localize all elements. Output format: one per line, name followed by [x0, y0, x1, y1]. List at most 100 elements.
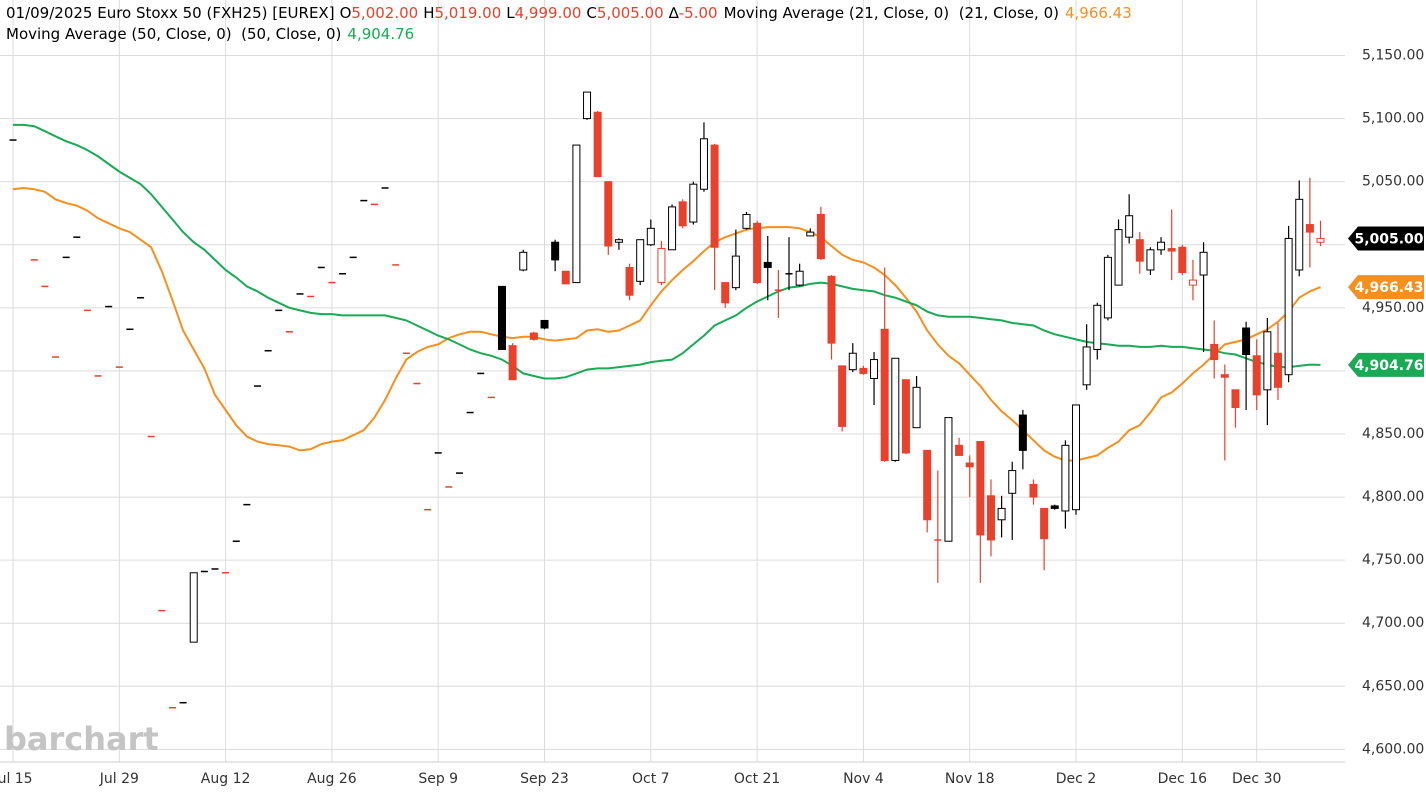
y-tick-label: 4,800.00 [1362, 489, 1424, 505]
candle-body [62, 256, 70, 259]
x-tick-label: Oct 21 [734, 771, 780, 787]
candle-body [891, 357, 900, 461]
y-tick-label: 5,150.00 [1362, 48, 1424, 64]
candle [880, 267, 889, 462]
candle-body [307, 295, 315, 298]
candle-body [561, 270, 570, 285]
candle [264, 349, 272, 352]
candle [891, 357, 900, 462]
candle [699, 122, 708, 192]
candle [689, 181, 698, 225]
candle [445, 486, 453, 488]
candle [222, 572, 230, 574]
candle-body [689, 183, 698, 223]
candle [1295, 180, 1304, 277]
candle-body [774, 289, 782, 291]
candle [710, 143, 719, 291]
legend-value: 4,904.76 [347, 25, 415, 43]
candle [1305, 177, 1314, 268]
candle [434, 452, 442, 454]
candle-body [572, 144, 581, 284]
candle-body [678, 201, 687, 227]
legend-entry: Moving Average (50, Close, 0) (50, Close… [6, 25, 342, 43]
candle-body [668, 206, 677, 251]
candle-body [742, 213, 751, 229]
candle-body [137, 296, 145, 299]
candle-body [339, 273, 347, 275]
x-tick-label: Sep 23 [520, 771, 569, 787]
candle [774, 269, 782, 318]
candle-body [317, 266, 325, 269]
candle [731, 229, 740, 291]
ma-price-tag [1348, 275, 1424, 300]
candle-body [370, 203, 378, 206]
candle-body [1316, 237, 1325, 243]
candle [1263, 317, 1272, 426]
candle-body [1263, 331, 1272, 391]
candle-body [296, 293, 304, 295]
x-tick-label: Nov 18 [945, 771, 995, 787]
candle [94, 375, 102, 377]
candle-body [912, 386, 921, 429]
candle [296, 293, 304, 295]
candle [339, 273, 347, 275]
candle [477, 372, 485, 375]
candle [285, 331, 293, 333]
candle-body [625, 266, 634, 296]
candle [572, 144, 581, 284]
candle [944, 417, 953, 542]
candle [827, 275, 836, 360]
candle-body [1018, 414, 1027, 451]
candle-body [285, 331, 293, 333]
candle [243, 503, 251, 506]
candle-body [997, 507, 1006, 521]
candle [1018, 410, 1027, 470]
candle [859, 365, 868, 375]
ma-price-tag-label: 4,966.43 [1354, 280, 1423, 296]
candle [1231, 389, 1240, 428]
candle [997, 495, 1006, 538]
candle [105, 305, 113, 308]
candle-body [1167, 248, 1176, 252]
candle-body [1008, 470, 1017, 494]
candle [455, 472, 463, 474]
candle [168, 707, 176, 709]
candle [986, 479, 995, 557]
candle-body [1072, 404, 1081, 511]
candle [200, 570, 208, 573]
candle-body [1210, 343, 1219, 361]
candle-body [200, 570, 208, 573]
legend-value: 4,966.43 [1064, 4, 1132, 22]
candle-body [243, 503, 251, 506]
x-tick-label: Oct 7 [632, 771, 670, 787]
candle-body [806, 231, 815, 237]
candle [614, 238, 623, 250]
candle-body [94, 375, 102, 377]
candle [115, 366, 123, 368]
header-title: 01/09/2025 Euro Stoxx 50 (FXH25) [EUREX] [6, 4, 335, 22]
y-tick-label: 4,600.00 [1362, 741, 1424, 757]
candle [742, 211, 751, 230]
candle-body [381, 187, 389, 189]
candle-body [838, 365, 847, 427]
candle [126, 328, 134, 331]
candle-body [487, 396, 495, 399]
candle-body [540, 319, 549, 329]
candle [955, 437, 964, 456]
candle [30, 259, 38, 261]
candle [806, 228, 815, 237]
header-field-key: ∆ [668, 4, 679, 22]
candle [1199, 242, 1208, 352]
last-price-tag-label: 5,005.00 [1354, 231, 1423, 247]
candle [785, 237, 793, 291]
candle-body [1082, 346, 1091, 386]
candle [583, 91, 592, 120]
candle-body [455, 472, 463, 474]
candle-body [785, 273, 793, 275]
header-field-value: 5,002.00 [351, 4, 419, 22]
candle-body [614, 239, 623, 243]
candle [1178, 244, 1187, 276]
candle-body [1135, 239, 1144, 262]
candle-body [1114, 229, 1123, 286]
candle-body [158, 609, 166, 612]
